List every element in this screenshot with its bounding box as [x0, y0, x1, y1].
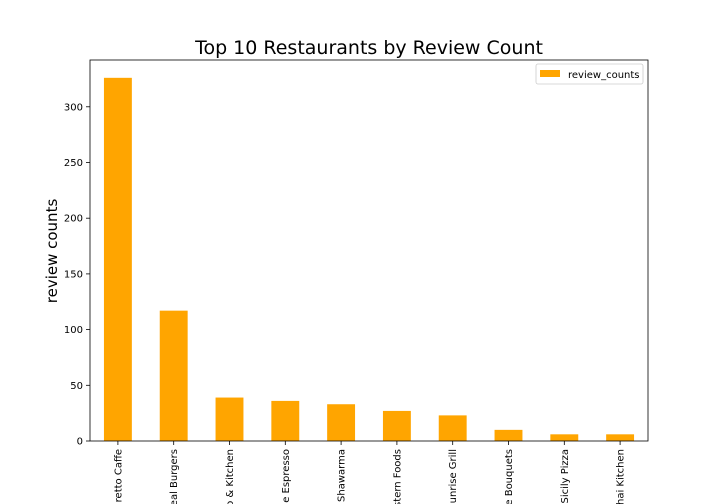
- y-tick-label: 0: [77, 437, 83, 448]
- bar: [271, 400, 300, 441]
- bar: [327, 404, 356, 441]
- x-tick-label: Sicily Pizza: [560, 449, 571, 504]
- x-tick-label: retto Caffe: [113, 449, 124, 502]
- x-tick-label: eal Burgers: [169, 449, 180, 504]
- bar: [438, 415, 467, 441]
- x-tick-label: e Bouquets: [504, 449, 515, 504]
- legend-swatch: [540, 70, 560, 77]
- x-tick-label: unrise Grill: [448, 449, 459, 503]
- bar: [550, 434, 579, 441]
- bar: [215, 397, 244, 441]
- y-tick-label: 100: [64, 325, 83, 336]
- x-tick-label: Shawarma: [337, 449, 348, 502]
- y-tick-label: 50: [70, 381, 83, 392]
- bar: [159, 310, 188, 441]
- legend-box: [535, 63, 644, 85]
- bars-group: [103, 77, 635, 442]
- legend-label: review_counts: [568, 70, 640, 81]
- y-tick-label: 200: [64, 214, 83, 225]
- bar: [494, 429, 523, 441]
- bar: [103, 77, 132, 442]
- y-axis-ticks: 0 50 100 150 200 250 300: [64, 102, 90, 448]
- x-tick-label: e Espresso: [281, 449, 292, 503]
- y-tick-label: 300: [64, 102, 83, 113]
- y-tick-label: 150: [64, 269, 83, 280]
- x-tick-label: stern Foods: [392, 449, 403, 504]
- bar: [606, 434, 635, 441]
- bar: [382, 410, 411, 441]
- x-tick-label: hai Kitchen: [616, 449, 627, 504]
- chart-title: Top 10 Restaurants by Review Count: [194, 37, 543, 59]
- x-axis-ticks: retto Caffe eal Burgers o & Kitchen e Espre…: [113, 441, 627, 504]
- y-tick-label: 250: [64, 158, 83, 169]
- plot-frame: [89, 59, 649, 442]
- x-tick-label: o & Kitchen: [225, 449, 236, 504]
- y-axis-label: review counts: [43, 199, 61, 304]
- legend: review_counts: [535, 63, 644, 85]
